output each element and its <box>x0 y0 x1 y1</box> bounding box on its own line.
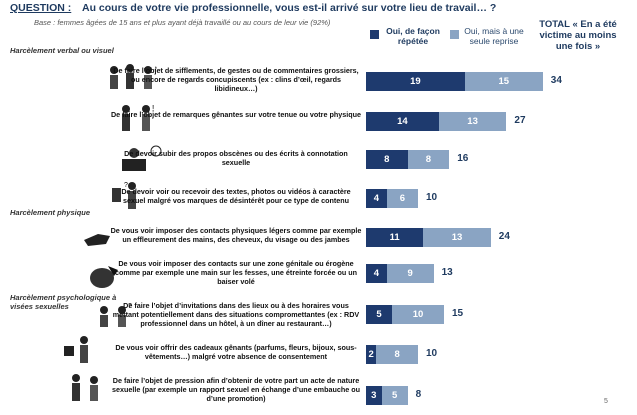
category-label: De faire l’objet de pression afin d’obte… <box>111 376 361 403</box>
bar-series1: 19 <box>366 72 465 91</box>
total-label: 13 <box>441 267 453 278</box>
category-label: De devoir subir des propos obscènes ou d… <box>124 149 348 167</box>
legend-series2-swatch <box>450 30 459 39</box>
icon-whistling-people: ♪ <box>110 64 158 89</box>
icon-phone-messages: ? <box>112 182 136 209</box>
bar-series1: 4 <box>366 264 387 283</box>
legend-series1-swatch <box>370 30 379 39</box>
section-psychologique: Harcèlement psychologique à visées sexue… <box>10 293 117 311</box>
bar-series2: 13 <box>423 228 491 247</box>
bar-series1: 8 <box>366 150 408 169</box>
category-label: De vous voir imposer des contacts sur un… <box>114 259 358 286</box>
icon-invitation: ? <box>100 303 132 327</box>
base-note: Base : femmes âgées de 15 ans et plus ay… <box>34 18 331 27</box>
total-header: TOTAL « En a été victime au moins une fo… <box>539 19 617 52</box>
bar-series2: 8 <box>376 345 418 364</box>
icon-remarks-people: ! <box>122 104 154 131</box>
question-label: QUESTION : <box>10 2 72 14</box>
bar-series1: 14 <box>366 112 439 131</box>
category-label: De faire l’objet de remarques gênantes s… <box>110 110 362 119</box>
svg-text:?: ? <box>124 182 128 189</box>
svg-text:♪: ♪ <box>154 65 158 72</box>
icon-hand-contact <box>84 234 110 246</box>
bar-series2: 13 <box>438 112 507 131</box>
total-label: 16 <box>457 153 469 164</box>
category-label: De vous voir offrir des cadeaux gênants … <box>115 343 357 361</box>
category-label: De vous voir imposer des contacts physiq… <box>110 226 362 244</box>
total-label: 10 <box>426 192 438 203</box>
svg-text:?: ? <box>128 303 132 310</box>
legend-series1-label: Oui, de façon répétée <box>386 26 440 46</box>
icon-hand-body <box>90 266 118 288</box>
bar-series2: 6 <box>386 189 418 208</box>
bar-series1: 11 <box>366 228 424 247</box>
legend-series2-label: Oui, mais à une seule reprise <box>464 26 524 46</box>
page-number: 5 <box>604 398 608 405</box>
bar-series2: 8 <box>407 150 450 169</box>
bar-series2: 15 <box>464 72 543 91</box>
section-physique: Harcèlement physique <box>10 208 91 217</box>
bar-series1: 4 <box>366 189 387 208</box>
bar-series2: 9 <box>386 264 434 283</box>
bar-series1: 5 <box>366 305 392 324</box>
section-verbal: Harcèlement verbal ou visuel <box>10 46 114 55</box>
bar-series2: 5 <box>381 386 408 405</box>
bar-series1: 2 <box>366 345 377 364</box>
total-label: 10 <box>426 348 438 359</box>
question-text: Au cours de votre vie professionnelle, v… <box>82 2 497 14</box>
category-label: De faire l’objet d’invitations dans des … <box>112 301 360 328</box>
total-label: 27 <box>514 115 526 126</box>
bar-series2: 10 <box>392 305 444 324</box>
icon-obscene-talk <box>122 145 162 171</box>
total-label: 15 <box>452 308 464 319</box>
total-label: 8 <box>415 389 422 400</box>
category-label: De faire l’objet de sifflements, de gest… <box>113 66 359 93</box>
bar-series1: 3 <box>366 386 382 405</box>
svg-text:!: ! <box>152 104 154 113</box>
icon-pressure <box>72 374 98 401</box>
total-label: 24 <box>498 231 510 242</box>
icon-gift <box>64 336 88 363</box>
total-label: 34 <box>550 75 562 86</box>
category-label: De devoir voir ou recevoir des textes, p… <box>121 187 351 205</box>
